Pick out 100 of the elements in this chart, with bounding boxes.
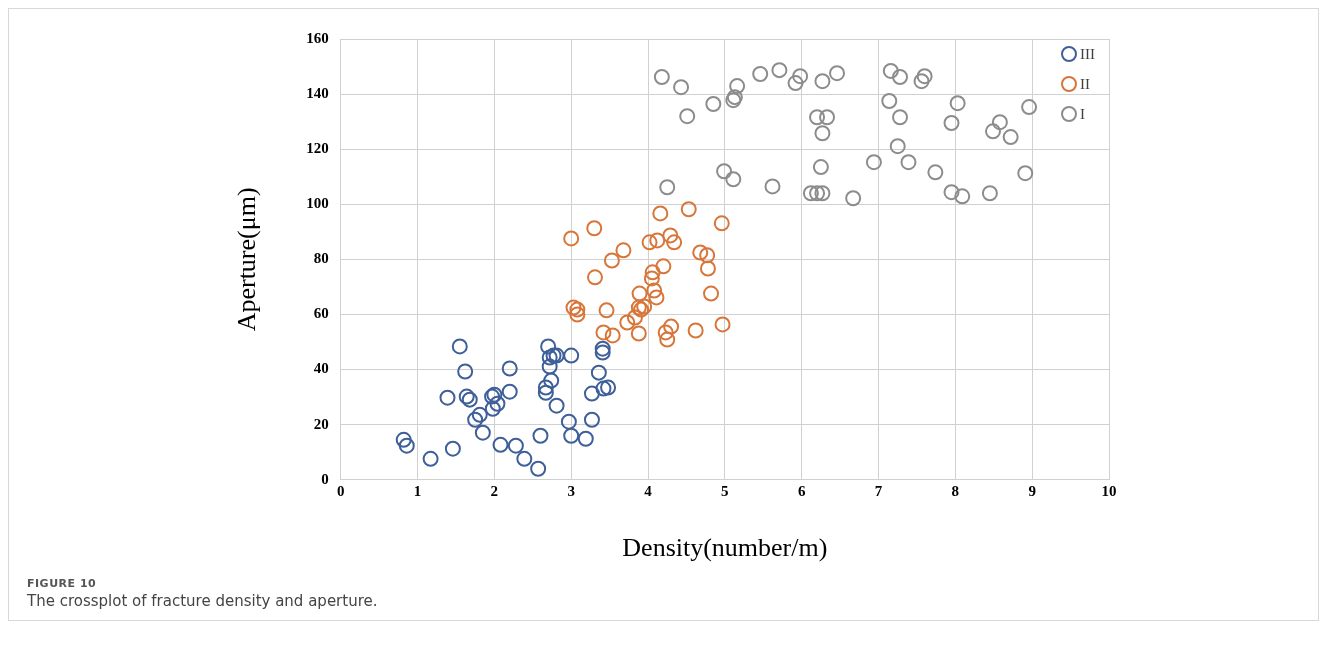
point [954,188,971,205]
point [583,385,600,402]
point [814,185,831,202]
point [590,364,607,381]
point [812,159,829,176]
y-tick-label: 60 [313,305,329,322]
point [764,178,781,195]
point [537,384,554,401]
point [548,397,565,414]
x-tick-label: 4 [644,482,653,499]
point [569,301,586,318]
legend-label: III [1080,45,1095,62]
x-tick-label: 7 [874,482,883,499]
point [577,430,594,447]
y-tick-label: 80 [313,250,329,267]
point [949,95,966,112]
point [802,185,819,202]
point [916,68,933,85]
point [600,379,617,396]
point [819,109,836,126]
point [595,380,612,397]
point [865,154,882,171]
x-tick-label: 5 [721,482,729,499]
point [666,234,683,251]
point [439,389,456,406]
point [644,264,661,281]
point [809,185,826,202]
point [569,306,586,323]
point [814,125,831,142]
point [541,349,558,366]
point [845,190,862,207]
x-tick-label: 1 [413,482,422,499]
point [648,289,665,306]
point [984,123,1001,140]
point [583,411,600,428]
point [501,383,518,400]
point [641,234,658,251]
point [619,314,636,331]
x-tick-label: 10 [1101,482,1117,499]
y-axis-title: Aperture(μm) [232,187,262,332]
point [444,440,461,457]
point [532,427,549,444]
point [809,109,826,126]
x-tick-label: 2 [490,482,499,499]
point [422,450,439,467]
point [492,436,509,453]
point [560,413,577,430]
x-axis-title: Density(number/m) [622,533,828,563]
point [537,379,554,396]
point [631,285,648,302]
point [787,75,804,92]
point [563,230,580,247]
point [457,363,474,380]
point [659,331,676,348]
point [630,325,647,342]
point [927,164,944,181]
point [540,338,557,355]
point [586,220,603,237]
point [563,427,580,444]
point [565,299,582,316]
point [1002,129,1019,146]
point [716,163,733,180]
point [705,96,722,113]
point [594,340,611,357]
point [516,450,533,467]
y-tick-label: 160 [306,29,329,46]
point [881,92,898,109]
y-tick-label: 100 [306,195,329,212]
point [489,395,506,412]
point [680,201,697,218]
caption: FIGURE 10 [27,577,98,590]
point [1017,165,1034,182]
point [703,285,720,302]
point [659,179,676,196]
point [451,338,468,355]
point [395,431,412,448]
point [587,269,604,286]
point [699,247,716,264]
point [752,65,769,82]
point [889,138,906,155]
y-tick-label: 120 [306,140,329,157]
point [892,69,909,86]
legend-label: I [1080,105,1085,122]
point [679,108,696,125]
point [646,282,663,299]
point [657,324,674,341]
point [598,302,615,319]
point [604,327,621,344]
point [563,347,580,364]
point [943,184,960,201]
x-tick-label: 6 [797,482,806,499]
point [662,227,679,244]
point [501,360,518,377]
x-tick-label: 0 [336,482,345,499]
point [615,242,632,259]
point [792,68,809,85]
point [814,73,831,90]
point [652,205,669,222]
point [507,437,524,454]
point [943,115,960,132]
